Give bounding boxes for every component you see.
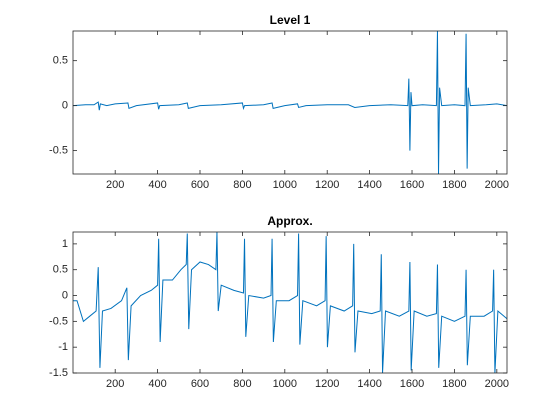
x-tick-label: 1000 [273, 179, 297, 191]
x-tick-label: 400 [148, 378, 166, 390]
chart-title: Level 1 [270, 13, 311, 27]
y-tick-label: 0 [62, 100, 68, 112]
x-tick-label: 2000 [485, 179, 509, 191]
y-tick-label: 0.5 [53, 55, 68, 67]
x-tick-label: 400 [148, 179, 166, 191]
chart-title: Approx. [267, 214, 312, 228]
x-tick-label: 1000 [273, 378, 297, 390]
y-tick-label: -1 [58, 341, 68, 353]
x-tick-label: 600 [191, 179, 209, 191]
x-tick-label: 1200 [315, 179, 339, 191]
y-tick-label: -1.5 [49, 367, 68, 379]
x-tick-label: 2000 [485, 378, 509, 390]
x-tick-label: 1400 [357, 378, 381, 390]
axes-background [73, 232, 507, 373]
line-series [73, 31, 507, 174]
x-tick-label: 1600 [400, 378, 424, 390]
x-tick-label: 200 [106, 179, 124, 191]
line-series [73, 232, 507, 373]
x-tick-label: 200 [106, 378, 124, 390]
axes-box [72, 231, 508, 374]
x-tick-label: 1800 [442, 378, 466, 390]
x-tick-label: 800 [233, 179, 251, 191]
x-tick-label: 800 [233, 378, 251, 390]
x-tick-label: 600 [191, 378, 209, 390]
x-tick-label: 1200 [315, 378, 339, 390]
x-tick-label: 1800 [442, 179, 466, 191]
axes-background [73, 31, 507, 174]
y-tick-label: -0.5 [49, 145, 68, 157]
y-tick-label: 1 [62, 238, 68, 250]
y-tick-label: 0 [62, 289, 68, 301]
x-tick-label: 1400 [357, 179, 381, 191]
y-tick-label: -0.5 [49, 315, 68, 327]
axes-box [72, 30, 508, 175]
x-tick-label: 1600 [400, 179, 424, 191]
y-tick-label: 0.5 [53, 264, 68, 276]
